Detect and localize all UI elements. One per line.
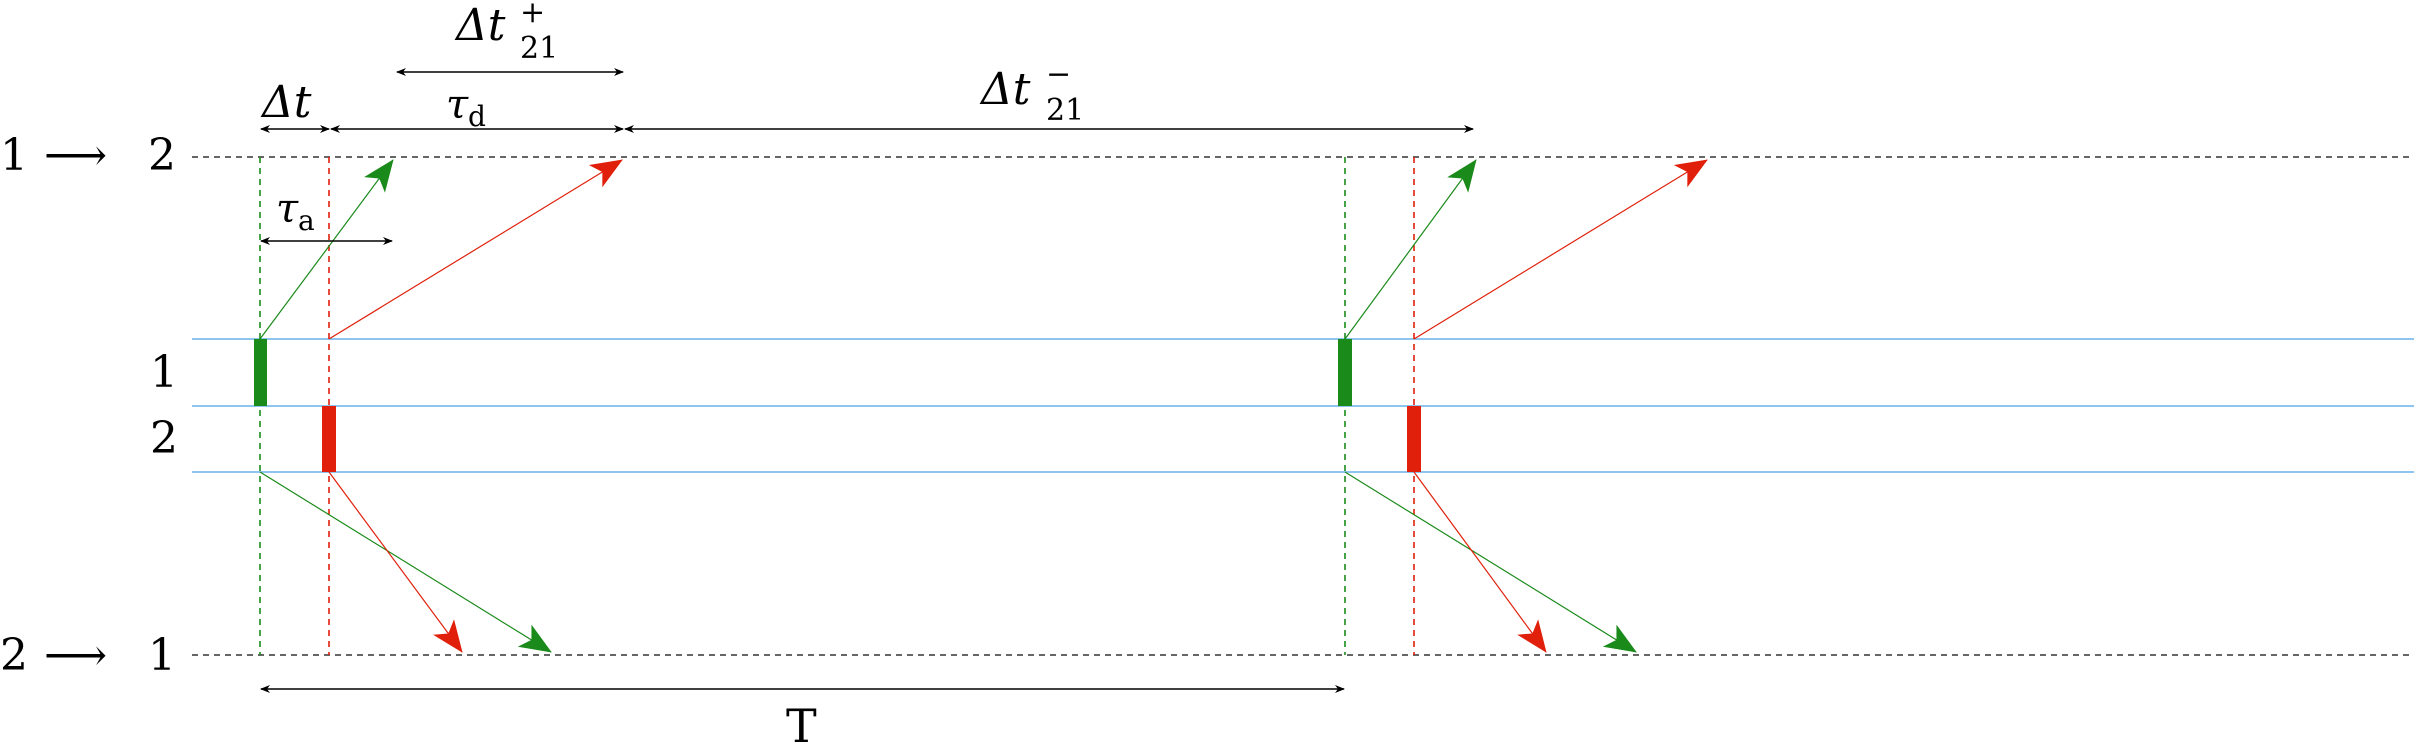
tau-d-symbol: τ: [446, 82, 469, 128]
row-label-1-to-2: 1 ⟶ 2: [0, 130, 176, 181]
red-arrow-up-1: [328, 159, 623, 340]
green-pulse-2: [1338, 339, 1352, 406]
red-arrow-down-2: [1413, 471, 1547, 653]
delta-t21-plus-subscript: 21: [520, 31, 558, 66]
green-arrow-down-2: [1344, 471, 1637, 653]
period-label: T: [786, 699, 817, 750]
row-label-2-to-1: 2 ⟶ 1: [0, 630, 176, 681]
delta-t21-minus-symbol: Δt: [979, 64, 1031, 115]
row-top-to: 2: [148, 130, 176, 181]
tau-a-label: τ a: [276, 186, 315, 237]
delta-t-label: Δt: [260, 77, 312, 128]
red-pulse-2: [1407, 406, 1421, 472]
red-pulse-1: [322, 406, 336, 472]
arrow-glyph-top: ⟶: [44, 130, 107, 181]
lane-2-label: 2: [150, 413, 178, 464]
delta-t21-plus-label: Δt + 21: [454, 0, 558, 66]
delta-t21-minus-superscript: −: [1046, 57, 1071, 92]
row-top-from: 1: [0, 130, 28, 181]
delta-t21-minus-subscript: 21: [1046, 93, 1084, 128]
red-arrow-down-1: [328, 471, 463, 653]
tau-d-subscript: d: [468, 100, 486, 133]
green-pulse-1: [254, 339, 267, 406]
delta-t21-plus-superscript: +: [520, 0, 545, 30]
tau-d-label: τ d: [446, 82, 486, 133]
delta-t21-plus-symbol: Δt: [454, 0, 506, 51]
row-bottom-from: 2: [0, 630, 28, 681]
green-arrow-up-2: [1344, 159, 1477, 340]
arrow-glyph-bottom: ⟶: [44, 630, 107, 681]
tau-a-symbol: τ: [276, 186, 299, 232]
green-arrow-up-1: [259, 159, 394, 340]
green-arrow-down-1: [259, 471, 552, 653]
row-bottom-to: 1: [148, 630, 176, 681]
tau-a-subscript: a: [298, 204, 315, 237]
red-arrow-up-2: [1413, 159, 1708, 340]
lane-1-label: 1: [150, 347, 178, 398]
delta-t21-minus-label: Δt − 21: [979, 57, 1084, 128]
